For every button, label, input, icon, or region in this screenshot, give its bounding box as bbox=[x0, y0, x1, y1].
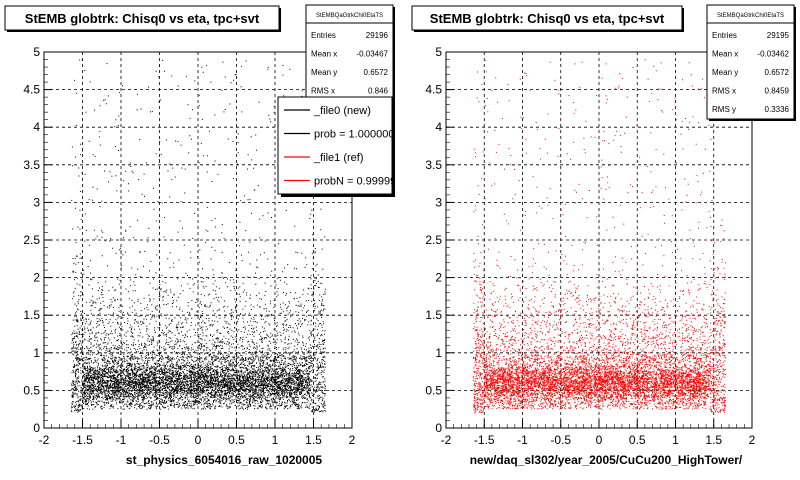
title-box bbox=[4, 5, 280, 31]
x-tick-label: -1 bbox=[116, 433, 127, 447]
x-axis-label: new/daq_sl302/year_2005/CuCu200_HighTowe… bbox=[470, 453, 743, 467]
y-tick-label: 4 bbox=[33, 120, 40, 134]
stats-value: -0.03462 bbox=[757, 50, 789, 59]
legend-label: probN = 0.999999 bbox=[314, 176, 402, 188]
stats-label: RMS x bbox=[712, 87, 736, 96]
scatter-points bbox=[71, 59, 326, 413]
x-tick-label: 2 bbox=[349, 433, 356, 447]
chart-title: StEMB globtrk: Chisq0 vs eta, tpc+svt bbox=[430, 11, 665, 26]
y-tick-label: 2 bbox=[33, 271, 40, 285]
y-tick-label: 0.5 bbox=[23, 383, 40, 397]
legend-box bbox=[277, 96, 393, 195]
stats-name: StEMBQaGtrkChi0EtaTS bbox=[717, 13, 784, 19]
y-tick-label: 3.5 bbox=[23, 158, 40, 172]
y-tick-label: 3.5 bbox=[425, 158, 442, 172]
x-axis-label: st_physics_6054016_raw_1020005 bbox=[126, 453, 322, 467]
y-tick-label: 2 bbox=[435, 271, 442, 285]
stats-box bbox=[706, 4, 795, 120]
x-tick-label: -1 bbox=[517, 433, 528, 447]
stats-label: Mean x bbox=[311, 50, 337, 59]
chart-panel-2: -2 -1.5 -1 -0.5 0 0.5 1 1.5 2 0 0.5 1 1.5 2 2.5 3 3.5 4 4.… bbox=[411, 4, 796, 467]
y-tick-label: 0 bbox=[435, 421, 442, 435]
legend-label: _file0 (new) bbox=[313, 105, 371, 117]
x-tick-label: 0 bbox=[596, 433, 603, 447]
stats-label: Mean y bbox=[311, 68, 337, 77]
y-tick-label: 0 bbox=[33, 421, 40, 435]
stats-value: 0.6572 bbox=[364, 68, 389, 77]
x-tick-label: 1 bbox=[272, 433, 279, 447]
stats-label: Entries bbox=[311, 31, 336, 40]
y-tick-label: 3 bbox=[435, 195, 442, 209]
x-tick-label: 1.5 bbox=[305, 433, 322, 447]
chart-title: StEMB globtrk: Chisq0 vs eta, tpc+svt bbox=[25, 11, 260, 26]
y-tick-label: 4.5 bbox=[23, 83, 40, 97]
stats-value: 0.8459 bbox=[765, 87, 790, 96]
x-tick-label: 0 bbox=[195, 433, 202, 447]
x-tick-label: -0.5 bbox=[550, 433, 571, 447]
x-tick-label: 0.5 bbox=[228, 433, 245, 447]
x-tick-label: 0.5 bbox=[629, 433, 646, 447]
y-tick-label: 2.5 bbox=[425, 233, 442, 247]
stats-label: RMS x bbox=[311, 87, 335, 96]
stats-name: StEMBQaGtrkChi0EtaTS bbox=[316, 13, 383, 19]
scatter-points bbox=[472, 59, 727, 414]
x-tick-label: -2 bbox=[39, 433, 50, 447]
stats-label: Mean y bbox=[712, 68, 738, 77]
y-tick-label: 4.5 bbox=[425, 83, 442, 97]
y-tick-label: 4 bbox=[435, 120, 442, 134]
y-tick-label: 1.5 bbox=[425, 308, 442, 322]
legend: _file0 (new) prob = 1.000000 _file1 (ref) p… bbox=[277, 96, 402, 197]
y-tick-label: 5 bbox=[435, 45, 442, 59]
y-tick-label: 3 bbox=[33, 195, 40, 209]
title-box bbox=[411, 5, 683, 31]
x-tick-label: 1 bbox=[672, 433, 679, 447]
x-tick-label: -2 bbox=[441, 433, 452, 447]
y-tick-label: 2.5 bbox=[23, 233, 40, 247]
x-tick-label: 2 bbox=[749, 433, 756, 447]
stats-value: 29195 bbox=[767, 31, 790, 40]
stats-label: RMS y bbox=[712, 105, 736, 114]
y-tick-label: 1.5 bbox=[23, 308, 40, 322]
stats-value: 0.846 bbox=[368, 87, 389, 96]
stats-value: 0.3336 bbox=[765, 105, 790, 114]
y-tick-label: 1 bbox=[435, 346, 442, 360]
y-tick-label: 0.5 bbox=[425, 383, 442, 397]
legend-label: _file1 (ref) bbox=[313, 152, 364, 164]
y-tick-label: 5 bbox=[33, 45, 40, 59]
stats-label: Mean x bbox=[712, 50, 738, 59]
y-tick-label: 1 bbox=[33, 346, 40, 360]
x-tick-label: -0.5 bbox=[149, 433, 170, 447]
chart-panel-1: -2 -1.5 -1 -0.5 0 0.5 1 1.5 2 0 0.5 1 1.5 2 2.5 3 3.5 4 4.… bbox=[4, 4, 402, 467]
legend-label: prob = 1.000000 bbox=[314, 129, 394, 141]
x-tick-label: 1.5 bbox=[705, 433, 722, 447]
stats-value: -0.03467 bbox=[356, 50, 388, 59]
x-tick-label: -1.5 bbox=[72, 433, 93, 447]
stats-value: 0.6572 bbox=[765, 68, 790, 77]
stats-value: 29196 bbox=[366, 31, 389, 40]
x-tick-label: -1.5 bbox=[474, 433, 495, 447]
stats-label: Entries bbox=[712, 31, 737, 40]
